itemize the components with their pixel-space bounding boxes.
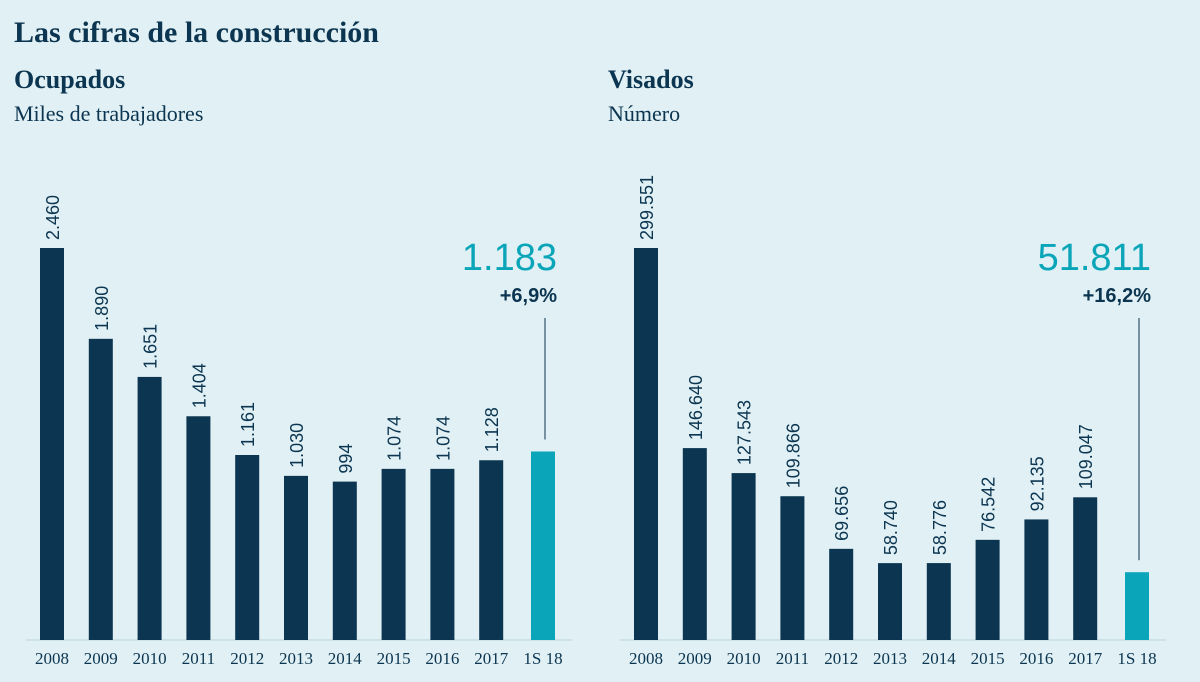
value-label: 127.543 bbox=[735, 400, 755, 465]
bar bbox=[682, 448, 707, 640]
x-tick-label: 2012 bbox=[230, 649, 264, 668]
x-tick-label: 1S 18 bbox=[1117, 649, 1156, 668]
value-label: 58.776 bbox=[930, 500, 950, 555]
bar bbox=[1073, 497, 1098, 640]
bar bbox=[829, 548, 854, 640]
bar bbox=[137, 376, 162, 640]
value-label: 76.542 bbox=[979, 477, 999, 532]
bar bbox=[731, 473, 756, 640]
value-label: 1.404 bbox=[189, 363, 209, 408]
bar bbox=[531, 451, 555, 640]
value-label: 92.135 bbox=[1027, 456, 1047, 511]
x-tick-label: 2008 bbox=[35, 649, 69, 668]
value-label: 51.811 bbox=[1038, 237, 1151, 279]
bar bbox=[430, 468, 455, 640]
x-tick-label: 2015 bbox=[377, 649, 411, 668]
x-tick-label: 2011 bbox=[776, 649, 809, 668]
x-tick-label: 2016 bbox=[1019, 649, 1053, 668]
value-label: 109.047 bbox=[1076, 424, 1096, 489]
bar bbox=[479, 460, 504, 640]
x-tick-label: 2017 bbox=[474, 649, 509, 668]
value-label: 1.074 bbox=[385, 416, 405, 461]
chart-subtitle: Miles de trabajadores bbox=[14, 101, 203, 126]
bar bbox=[284, 475, 308, 640]
x-tick-label: 2017 bbox=[1068, 649, 1103, 668]
bar bbox=[186, 416, 211, 640]
bar bbox=[975, 539, 1000, 640]
x-tick-label: 2013 bbox=[279, 649, 313, 668]
value-label: 109.866 bbox=[783, 423, 803, 488]
value-label: 994 bbox=[336, 444, 356, 474]
value-label: 1.030 bbox=[287, 423, 307, 468]
bar bbox=[634, 248, 658, 640]
value-label: 2.460 bbox=[43, 195, 63, 240]
annotation: +6,9% bbox=[500, 285, 557, 307]
value-label: 1.890 bbox=[92, 286, 112, 331]
x-tick-label: 1S 18 bbox=[523, 649, 562, 668]
x-tick-label: 2015 bbox=[971, 649, 1005, 668]
value-label: 1.183 bbox=[462, 237, 557, 279]
bar bbox=[235, 454, 260, 640]
bar bbox=[88, 338, 113, 640]
x-tick-label: 2012 bbox=[824, 649, 858, 668]
chart-title: Ocupados bbox=[14, 65, 125, 94]
value-label: 1.074 bbox=[433, 416, 453, 461]
value-label: 58.740 bbox=[881, 500, 901, 555]
bar bbox=[381, 468, 406, 640]
x-tick-label: 2008 bbox=[629, 649, 663, 668]
x-tick-label: 2010 bbox=[133, 649, 167, 668]
value-label: 1.161 bbox=[238, 402, 258, 447]
x-tick-label: 2009 bbox=[678, 649, 712, 668]
x-tick-label: 2011 bbox=[182, 649, 215, 668]
bar bbox=[878, 563, 902, 640]
x-tick-label: 2016 bbox=[425, 649, 459, 668]
value-label: 146.640 bbox=[686, 375, 706, 440]
bar bbox=[332, 481, 357, 640]
x-tick-label: 2010 bbox=[727, 649, 761, 668]
bar bbox=[1125, 572, 1149, 640]
value-label: 1.128 bbox=[482, 407, 502, 452]
x-tick-label: 2009 bbox=[84, 649, 118, 668]
x-tick-label: 2014 bbox=[328, 649, 363, 668]
annotation: +16,2% bbox=[1083, 285, 1152, 307]
value-label: 69.656 bbox=[832, 486, 852, 541]
bar bbox=[40, 248, 64, 640]
value-label: 1.651 bbox=[141, 324, 161, 369]
bar bbox=[926, 563, 951, 640]
page-title: Las cifras de la construcción bbox=[14, 16, 379, 49]
bar bbox=[1024, 519, 1049, 640]
bar bbox=[780, 496, 805, 640]
chart-title: Visados bbox=[608, 65, 694, 94]
chart-subtitle: Número bbox=[608, 101, 680, 126]
x-tick-label: 2014 bbox=[922, 649, 957, 668]
x-tick-label: 2013 bbox=[873, 649, 907, 668]
value-label: 299.551 bbox=[637, 175, 657, 240]
